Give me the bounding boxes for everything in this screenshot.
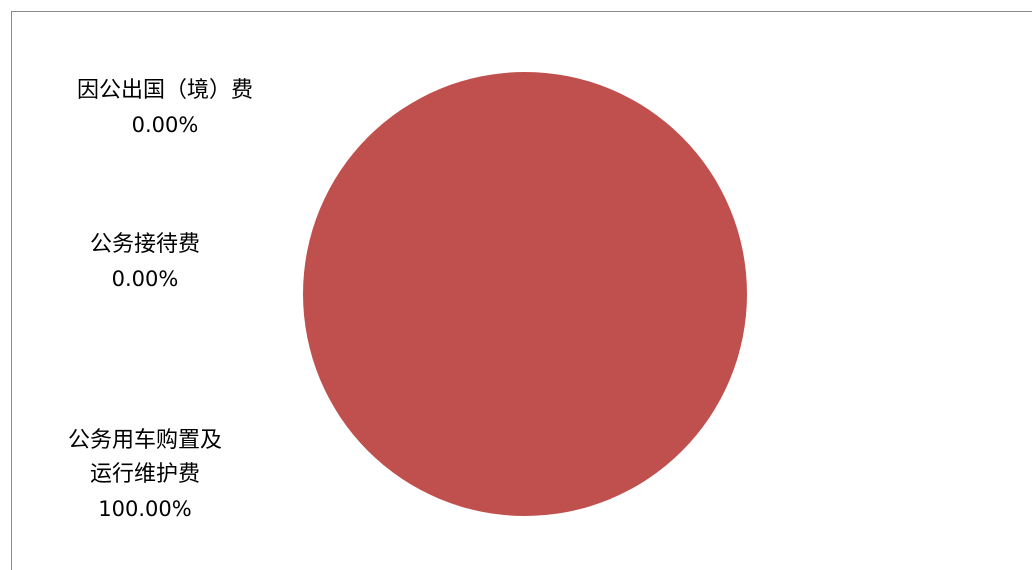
slice-label-overseas: 因公出国（境）费 0.00% (50, 74, 280, 142)
slice-label-vehicle-value: 100.00% (98, 497, 192, 521)
slice-label-reception-value: 0.00% (111, 267, 179, 291)
slice-label-vehicle: 公务用车购置及 运行维护费 100.00% (40, 424, 250, 526)
slice-label-overseas-name: 因公出国（境）费 (76, 78, 253, 103)
pie-slice-vehicle (303, 72, 747, 516)
slice-label-reception: 公务接待费 0.00% (50, 228, 240, 296)
slice-label-vehicle-name-line2: 运行维护费 (89, 462, 200, 487)
slice-label-overseas-value: 0.00% (131, 113, 199, 137)
slice-label-vehicle-name-line1: 公务用车购置及 (67, 428, 222, 453)
pie-slices (303, 72, 747, 516)
slice-label-reception-name: 公务接待费 (89, 232, 200, 257)
